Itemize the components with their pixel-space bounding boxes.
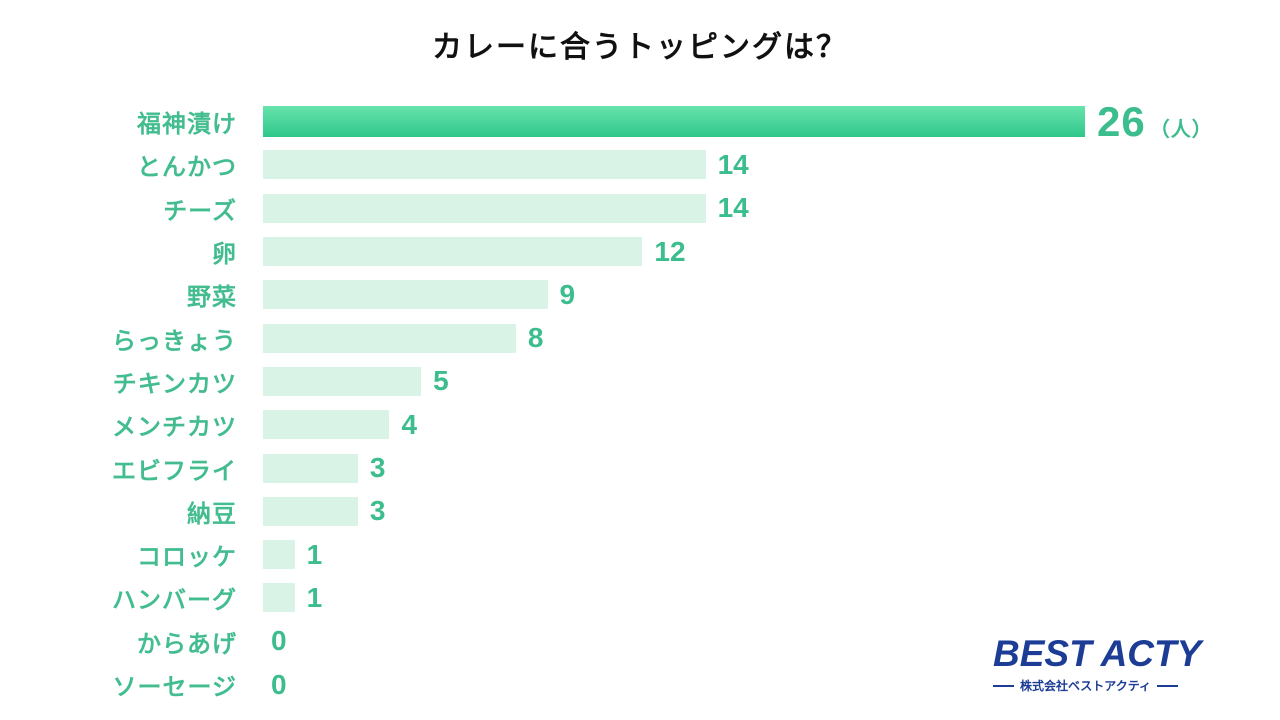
- chart-title: カレーに合うトッピングは？: [432, 31, 848, 64]
- logo-subtext: 株式会社ベストアクティ: [993, 677, 1179, 694]
- bar-area: 8: [263, 322, 544, 354]
- category-label: チーズ: [163, 197, 237, 225]
- bar-area: 5: [263, 365, 449, 397]
- value-label: 4: [401, 408, 418, 440]
- bar-area: 0: [263, 670, 287, 699]
- value-label: 5: [433, 365, 449, 397]
- company-logo: BEST ACTY 株式会社ベストアクティ: [993, 633, 1202, 694]
- chart-row: エビフライ 3: [0, 446, 1280, 489]
- category-label: 納豆: [187, 500, 237, 528]
- value-label: 1: [306, 538, 323, 570]
- chart-row: チキンカツ 5: [0, 360, 1280, 403]
- chart-row: 卵 12: [0, 230, 1280, 273]
- category-label: 卵: [212, 241, 237, 269]
- category-label: エビフライ: [112, 457, 237, 485]
- value-bar: [263, 410, 390, 440]
- chart-row: ハンバーグ 1: [0, 576, 1280, 619]
- bar-area: 4: [263, 408, 418, 440]
- category-label: 野菜: [187, 284, 237, 312]
- value-label: 3: [369, 495, 386, 527]
- chart-row: とんかつ 14: [0, 143, 1280, 186]
- bar-area: 3: [263, 452, 386, 484]
- category-label: コロッケ: [137, 544, 237, 572]
- chart-row: からあげ 0: [0, 620, 1280, 663]
- value-bar: [263, 150, 706, 180]
- category-label: とんかつ: [137, 154, 237, 182]
- category-label: ハンバーグ: [112, 587, 237, 615]
- value-label: 8: [527, 322, 544, 354]
- logo-divider-left: [993, 684, 1015, 687]
- value-bar: [263, 280, 548, 310]
- bar-area: 14: [263, 192, 749, 224]
- unit-label: （人）: [1149, 118, 1213, 141]
- logo-company-name: 株式会社ベストアクティ: [1020, 679, 1151, 693]
- value-bar: [263, 583, 295, 613]
- value-bar: [263, 453, 358, 483]
- chart-row: 野菜 9: [0, 273, 1280, 316]
- category-label: チキンカツ: [112, 370, 237, 398]
- chart-row: ソーセージ 0: [0, 663, 1280, 706]
- bar-area: 0: [263, 627, 287, 656]
- value-bar: [263, 237, 643, 267]
- logo-text: BEST ACTY: [993, 633, 1202, 675]
- category-label: からあげ: [137, 630, 237, 658]
- value-bar: [263, 366, 422, 396]
- chart-row: コロッケ 1: [0, 533, 1280, 576]
- value-label: 26 （人）: [1097, 97, 1213, 145]
- category-label: ソーセージ: [112, 674, 237, 701]
- chart-row: 福神漬け 26 （人）: [0, 100, 1280, 143]
- value-label: 12: [654, 235, 686, 267]
- value-bar: [263, 540, 295, 570]
- value-bar: [263, 496, 358, 526]
- category-label: 福神漬け: [137, 111, 237, 139]
- bar-area: 3: [263, 495, 386, 527]
- logo-divider-right: [1156, 684, 1179, 687]
- bar-area: 9: [263, 278, 576, 310]
- bar-area: 26 （人）: [263, 97, 1213, 145]
- value-label: 0: [271, 668, 287, 700]
- value-label: 14: [717, 148, 749, 180]
- value-label: 14: [717, 192, 749, 224]
- value-bar: [263, 193, 706, 223]
- value-label: 0: [271, 625, 287, 657]
- bar-area: 14: [263, 148, 749, 180]
- value-bar: [263, 106, 1085, 138]
- value-label: 3: [369, 452, 386, 484]
- chart-row: メンチカツ 4: [0, 403, 1280, 446]
- category-label: メンチカツ: [112, 414, 237, 442]
- value-label: 1: [306, 581, 323, 613]
- bar-area: 1: [263, 581, 323, 613]
- chart-row: 納豆 3: [0, 490, 1280, 533]
- bar-area: 12: [263, 235, 686, 267]
- value-bar: [263, 323, 516, 353]
- value-label: 9: [559, 278, 576, 310]
- bar-chart: 福神漬け 26 （人） とんかつ 14 チーズ 14 卵 12 野菜 9 らっきょう 8 チキンカツ 5 メン…: [0, 100, 1280, 706]
- chart-row: らっきょう 8: [0, 316, 1280, 359]
- category-label: らっきょう: [112, 327, 237, 355]
- bar-area: 1: [263, 538, 323, 570]
- chart-row: チーズ 14: [0, 187, 1280, 230]
